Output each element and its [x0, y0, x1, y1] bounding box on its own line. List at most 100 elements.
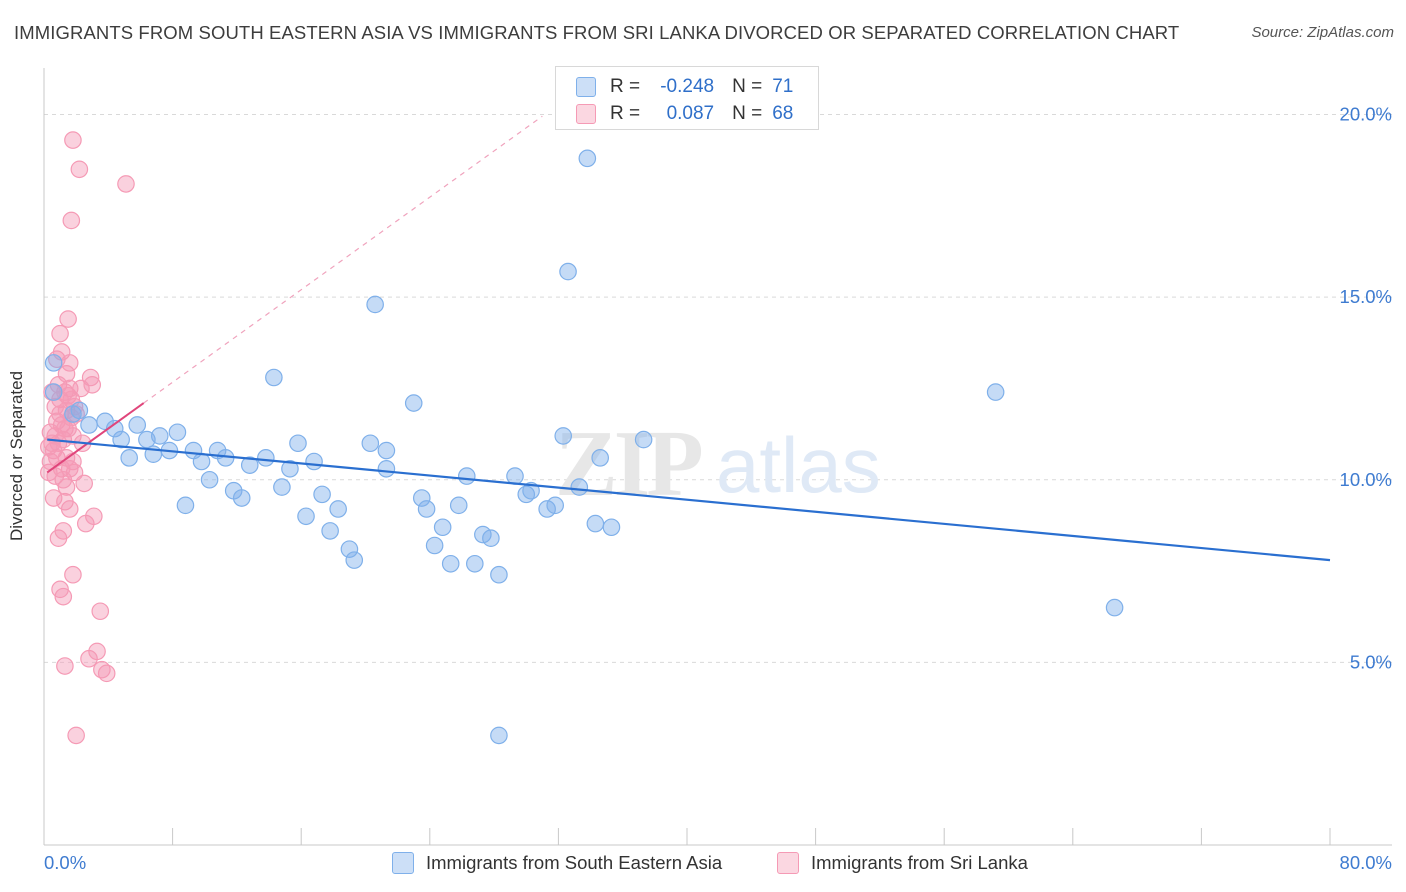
point-south-eastern-asia: [404, 394, 423, 412]
watermark-atlas: atlas: [716, 421, 881, 509]
point-south-eastern-asia: [305, 452, 323, 471]
point-sri-lanka: [64, 131, 82, 149]
point-sri-lanka: [117, 175, 135, 193]
point-south-eastern-asia: [176, 496, 195, 515]
y-tick-label: 20.0%: [1340, 104, 1392, 125]
point-south-eastern-asia: [586, 514, 605, 533]
point-south-eastern-asia: [128, 416, 147, 434]
trend-line-sri-lanka-extension: [143, 115, 543, 404]
point-south-eastern-asia: [321, 522, 339, 540]
point-south-eastern-asia: [345, 551, 364, 569]
point-south-eastern-asia: [490, 726, 508, 745]
point-sri-lanka: [64, 427, 82, 445]
point-south-eastern-asia: [265, 368, 283, 387]
point-sri-lanka: [75, 474, 93, 493]
point-south-eastern-asia: [522, 481, 540, 500]
legend-r-value: 0.087: [666, 103, 715, 124]
point-south-eastern-asia: [44, 354, 63, 372]
point-south-eastern-asia: [80, 416, 98, 434]
point-south-eastern-asia: [546, 496, 564, 515]
point-south-eastern-asia: [192, 452, 211, 471]
point-south-eastern-asia: [366, 295, 384, 314]
point-south-eastern-asia: [554, 427, 573, 445]
point-sri-lanka: [51, 324, 69, 343]
point-sri-lanka: [83, 375, 102, 394]
point-south-eastern-asia: [120, 449, 138, 467]
point-sri-lanka: [70, 160, 89, 179]
series-legend-label: Immigrants from Sri Lanka: [811, 852, 1028, 873]
legend-r-value: -0.248: [660, 76, 715, 97]
legend-row-sri-lanka: R = 0.087 N = 68: [576, 101, 793, 127]
point-south-eastern-asia: [232, 489, 251, 507]
y-tick-label: 10.0%: [1340, 469, 1392, 490]
point-south-eastern-asia: [96, 412, 114, 431]
point-south-eastern-asia: [340, 540, 359, 558]
point-sri-lanka: [57, 365, 76, 383]
point-sri-lanka: [97, 664, 116, 683]
point-sri-lanka: [60, 354, 79, 372]
point-sri-lanka: [54, 587, 73, 606]
point-sri-lanka: [72, 379, 90, 398]
series-legend-label: Immigrants from South Eastern Asia: [426, 852, 723, 873]
legend-r-label: R =: [610, 103, 641, 124]
y-tick-label: 5.0%: [1350, 651, 1392, 672]
data-points: [40, 131, 1124, 745]
x-tick-label: 80.0%: [1340, 852, 1392, 873]
point-sri-lanka: [88, 642, 106, 661]
point-south-eastern-asia: [433, 518, 452, 537]
point-sri-lanka: [64, 565, 82, 584]
point-sri-lanka: [59, 310, 77, 328]
trend-lines: [46, 115, 1331, 562]
y-axis-label: Divorced or Separated: [7, 370, 26, 542]
point-south-eastern-asia: [457, 467, 476, 485]
point-sri-lanka: [60, 500, 79, 518]
point-sri-lanka: [57, 478, 76, 496]
point-south-eastern-asia: [1105, 598, 1124, 617]
point-south-eastern-asia: [168, 423, 187, 442]
point-sri-lanka: [67, 726, 85, 745]
series-swatch-blue: [392, 852, 414, 874]
point-south-eastern-asia: [506, 467, 524, 485]
correlation-legend: R = -0.248 N = 71 R = 0.087 N = 68: [555, 66, 819, 130]
point-south-eastern-asia: [578, 149, 597, 168]
series-swatch-pink: [777, 852, 799, 874]
chart-title: IMMIGRANTS FROM SOUTH EASTERN ASIA VS IM…: [14, 22, 1180, 43]
point-south-eastern-asia: [634, 430, 653, 449]
x-tick-label: 0.0%: [44, 852, 86, 873]
legend-row-south-eastern-asia: R = -0.248 N = 71: [576, 74, 793, 100]
point-sri-lanka: [65, 463, 84, 482]
point-south-eastern-asia: [361, 434, 380, 453]
y-tick-labels: 5.0% 10.0% 15.0% 20.0%: [1340, 104, 1392, 673]
point-south-eastern-asia: [281, 460, 299, 478]
point-south-eastern-asia: [490, 565, 508, 584]
point-south-eastern-asia: [441, 554, 460, 573]
series-legend-item-south-eastern-asia: Immigrants from South Eastern Asia: [392, 852, 722, 874]
point-south-eastern-asia: [986, 383, 1005, 401]
point-south-eastern-asia: [559, 262, 577, 281]
legend-swatch-pink: [576, 104, 596, 124]
legend-r-label: R =: [610, 76, 641, 97]
point-south-eastern-asia: [417, 500, 436, 518]
point-south-eastern-asia: [570, 478, 589, 496]
legend-swatch-blue: [576, 77, 596, 97]
chart-source: Source: ZipAtlas.com: [1251, 24, 1394, 41]
series-legend: Immigrants from South Eastern Asia Immig…: [0, 852, 1406, 878]
point-south-eastern-asia: [70, 401, 89, 420]
point-sri-lanka: [54, 522, 73, 540]
point-south-eastern-asia: [112, 430, 130, 449]
trend-line-sri-lanka: [46, 402, 145, 474]
point-sri-lanka: [62, 211, 81, 230]
point-sri-lanka: [56, 657, 74, 675]
legend-n-label: N =: [732, 103, 763, 124]
point-south-eastern-asia: [591, 449, 609, 467]
point-south-eastern-asia: [377, 460, 396, 478]
point-south-eastern-asia: [329, 500, 347, 518]
point-south-eastern-asia: [412, 489, 431, 507]
watermark-zip: ZIP: [555, 412, 701, 516]
point-south-eastern-asia: [297, 507, 315, 526]
point-sri-lanka: [81, 368, 100, 387]
point-sri-lanka: [85, 507, 103, 526]
x-tick-labels: 0.0% 80.0%: [44, 852, 1392, 873]
point-south-eastern-asia: [482, 529, 500, 547]
